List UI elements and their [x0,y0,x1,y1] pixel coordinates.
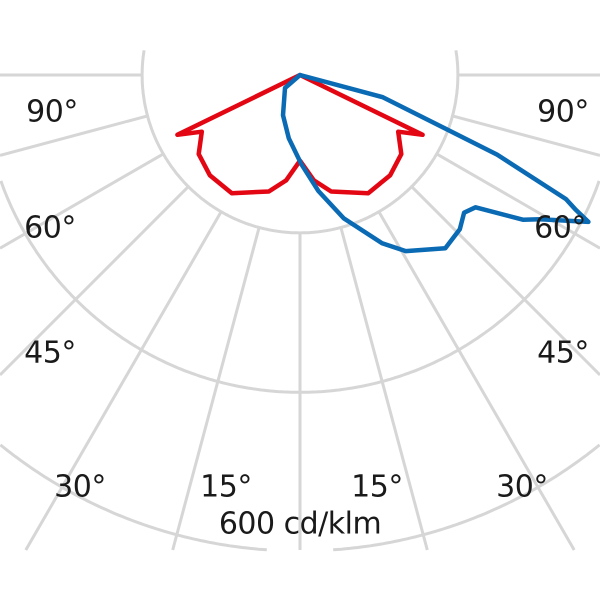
angle-label-left-45: 45° [24,335,76,371]
angle-label-left-30: 30° [54,469,106,505]
grid-radial-line [377,210,576,551]
grid-ring [0,443,600,552]
series-red-curve [175,72,425,196]
grid-radial-line [0,114,148,157]
grid-ring [0,180,600,394]
grid-radial-line [339,227,429,551]
grid-radial-line [435,152,600,250]
grid-radial-line [0,185,190,377]
series-blue-curve [280,72,591,254]
angle-label-right-45: 45° [537,335,589,371]
grid-ring [140,50,460,235]
grid-radial-line [410,185,600,377]
unit-label: 600 cd/klm [218,506,382,542]
grid-radial-line [24,210,223,551]
grid-radial-line [452,114,600,157]
angle-label-left-60: 60° [24,210,76,246]
angle-label-left-15: 15° [200,469,252,505]
grid-radial-line [0,152,165,250]
angle-label-left-90: 90° [26,94,78,130]
angle-label-right-15: 15° [351,469,403,505]
angle-label-right-60: 60° [534,210,586,246]
angle-label-right-90: 90° [537,94,589,130]
angle-label-right-30: 30° [496,469,548,505]
grid [0,50,600,552]
grid-radial-line [171,227,261,551]
